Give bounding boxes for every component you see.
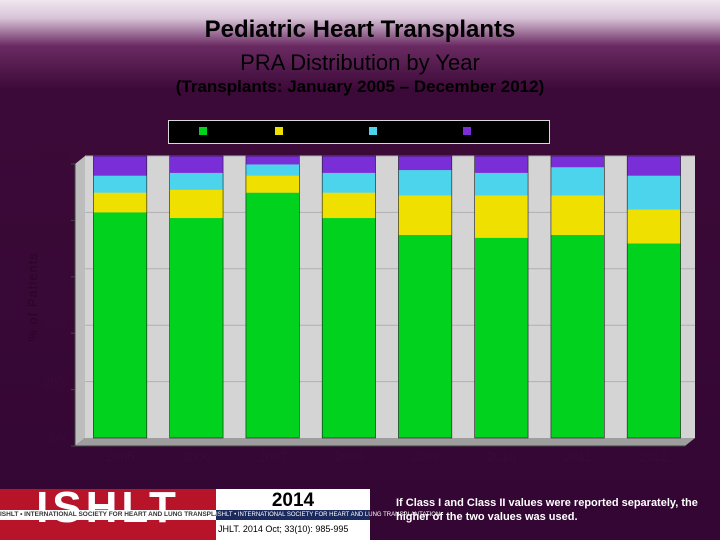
- x-tick-label: 2010: [487, 449, 516, 464]
- plot-floor: [75, 438, 695, 446]
- bar-segment: [245, 156, 300, 165]
- bar-segment: [93, 175, 147, 193]
- logo-band: ISHLT • INTERNATIONAL SOCIETY FOR HEART …: [0, 510, 216, 520]
- y-tick-label: 0%: [50, 431, 69, 446]
- bar-segment: [169, 172, 224, 190]
- bar-segment: [245, 192, 300, 438]
- bar-segment: [245, 175, 300, 193]
- bar-segment: [398, 195, 452, 235]
- y-axis-label: % of Patients: [25, 252, 40, 342]
- bar-outline: [550, 155, 605, 439]
- bar-segment: [398, 170, 452, 196]
- chart-subtitle: PRA Distribution by Year: [240, 50, 480, 75]
- bar-segment: [322, 218, 376, 438]
- citation-box: 2014 ISHLT • INTERNATIONAL SOCIETY FOR H…: [216, 489, 441, 540]
- bar-segment: [93, 156, 147, 176]
- bar-segment: [627, 209, 681, 244]
- bar-segment: [550, 195, 605, 235]
- bar-outline: [169, 155, 224, 439]
- bar-segment: [550, 156, 605, 168]
- y-tick-label: 20%: [43, 375, 69, 390]
- bar-segment: [474, 195, 529, 238]
- legend-swatch-2: [275, 127, 283, 135]
- citation-reference: JHLT. 2014 Oct; 33(10): 985-995: [218, 524, 349, 534]
- bar-segment: [474, 172, 529, 196]
- y-axis: 0% 20% 40% 60% 80% 100%: [36, 149, 76, 447]
- bar-segment: [93, 192, 147, 213]
- x-tick-label: 2005: [106, 449, 135, 464]
- legend-swatch-4: [463, 127, 471, 135]
- x-tick-label: 2006: [182, 449, 211, 464]
- bar-outline: [93, 155, 148, 439]
- bar-outline: [474, 155, 529, 439]
- legend-swatch-3: [369, 127, 377, 135]
- bar-segment: [627, 243, 681, 438]
- bar-outline: [321, 155, 376, 439]
- bar-segment: [245, 164, 300, 176]
- citation-band: ISHLT • INTERNATIONAL SOCIETY FOR HEART …: [216, 510, 441, 520]
- x-tick-label: 2012: [639, 449, 668, 464]
- bar-segment: [93, 212, 147, 438]
- bar-segment: [398, 156, 452, 171]
- x-tick-label: 2008: [334, 449, 363, 464]
- citation-year: 2014: [271, 490, 315, 511]
- bars: [93, 155, 681, 439]
- bar-segment: [322, 156, 376, 173]
- chart-legend: [168, 120, 550, 144]
- bar-segment: [550, 234, 605, 438]
- y-tick-label: 60%: [43, 262, 69, 277]
- x-tick-label: 2009: [411, 449, 440, 464]
- x-tick-label: 2011: [564, 449, 592, 464]
- bar-segment: [627, 156, 681, 176]
- bar-segment: [550, 167, 605, 196]
- plot-side-wall: [75, 156, 85, 446]
- ishlt-logo: ISHLT ISHLT • INTERNATIONAL SOCIETY FOR …: [0, 489, 216, 540]
- stacked-bar-chart: 0%20%40%60%80%100% 2005 2006 2007 2008 2009 2…: [25, 149, 695, 464]
- bar-segment: [627, 175, 681, 210]
- bar-outline: [626, 155, 681, 439]
- bar-segment: [169, 156, 224, 173]
- bar-segment: [169, 218, 224, 438]
- bar-segment: [169, 189, 224, 219]
- bar-segment: [322, 192, 376, 219]
- chart-period: (Transplants: January 2005 – December 20…: [175, 77, 545, 96]
- legend-swatch-1: [199, 127, 207, 135]
- y-tick-label: 40%: [43, 318, 69, 333]
- y-tick-label: 80%: [43, 205, 69, 220]
- footnote: If Class I and Class II values were repo…: [396, 497, 698, 523]
- x-tick-label: 2007: [258, 449, 287, 464]
- bar-segment: [474, 156, 529, 173]
- bar-segment: [322, 172, 376, 193]
- bar-outline: [245, 155, 300, 439]
- x-axis: 2005 2006 2007 2008 2009 2010 2011 2012: [75, 445, 685, 464]
- y-tick-label: 100%: [36, 149, 70, 164]
- chart-title: Pediatric Heart Transplants: [204, 16, 516, 43]
- bar-segment: [474, 237, 529, 438]
- bar-outline: [398, 155, 453, 439]
- bar-segment: [398, 234, 452, 438]
